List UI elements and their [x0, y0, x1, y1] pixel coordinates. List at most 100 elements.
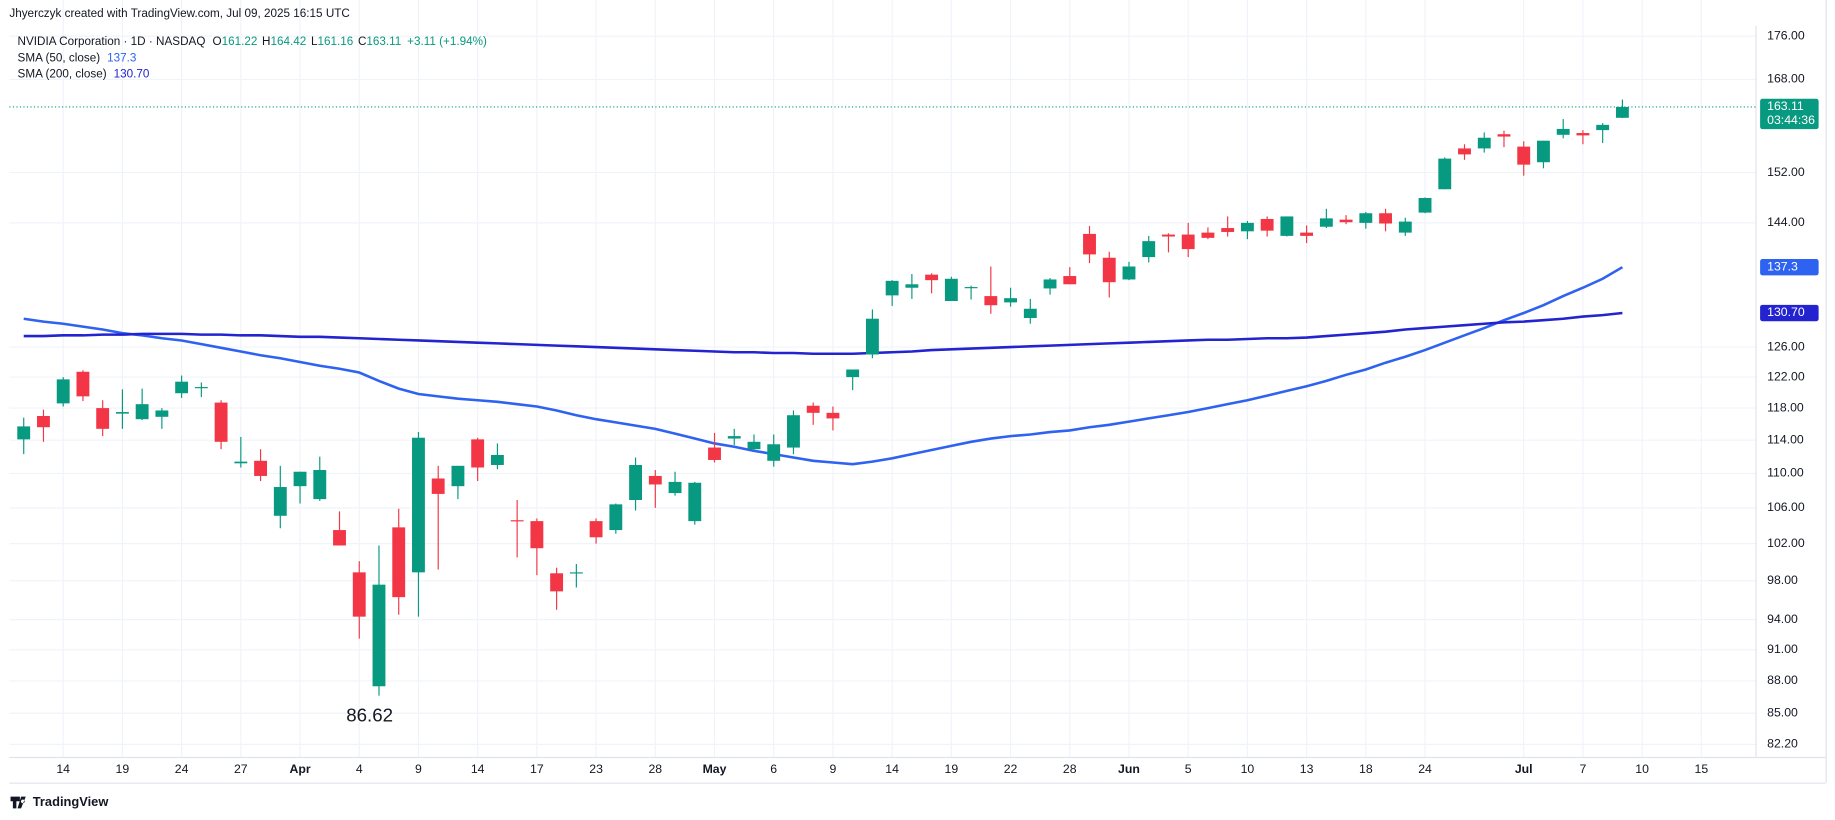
- candle-body: [234, 461, 248, 464]
- x-tick-label: 14: [56, 762, 70, 776]
- candle-body: [846, 369, 860, 378]
- y-tick-label: 82.20: [1767, 737, 1798, 751]
- candle-body: [1319, 218, 1333, 227]
- candle-body: [1162, 234, 1175, 237]
- y-tick-label: 126.00: [1767, 339, 1805, 353]
- x-tick-label: 17: [530, 762, 544, 776]
- candle-body: [1596, 124, 1610, 131]
- x-tick-label: 23: [589, 762, 603, 776]
- sma-value-label: 130.70: [1767, 305, 1805, 319]
- candle-body: [648, 475, 662, 485]
- candle-body: [1497, 134, 1511, 137]
- candle-body: [1023, 308, 1037, 319]
- y-tick-label: 98.00: [1767, 573, 1798, 587]
- x-tick-label: May: [703, 762, 727, 776]
- x-tick-label: 10: [1635, 762, 1649, 776]
- candle-body: [668, 481, 682, 494]
- candle-body: [135, 404, 149, 420]
- legend-sma200-name: SMA (200, close): [18, 68, 107, 81]
- candle-body: [214, 402, 228, 442]
- candle-body: [1339, 219, 1353, 223]
- low-annotation: 86.62: [346, 705, 393, 726]
- x-tick-label: 28: [1063, 762, 1077, 776]
- sma-line: [23, 311, 1623, 356]
- x-tick-label: 14: [471, 762, 485, 776]
- y-tick-label: 85.00: [1767, 705, 1798, 719]
- logo-icon: [10, 796, 26, 809]
- y-tick-label: 91.00: [1767, 642, 1798, 656]
- candle-body: [352, 572, 366, 617]
- candle-body: [806, 405, 820, 413]
- legend-h: H: [262, 35, 270, 48]
- x-tick-label: 9: [415, 762, 422, 776]
- candle-body: [490, 454, 504, 465]
- candle-body: [17, 426, 31, 440]
- legend-ohlc: NVIDIA Corporation · 1D · NASDAQ O161.22 H…: [18, 35, 488, 48]
- y-tick-label: 110.00: [1767, 466, 1804, 480]
- candle-body: [1398, 221, 1412, 233]
- legend-high: 164.42: [270, 35, 306, 48]
- sma-value-label: 137.3: [1767, 259, 1798, 273]
- candle-body: [313, 470, 327, 500]
- legend-change: +3.11 (+1.94%): [407, 35, 487, 48]
- candle-body: [471, 439, 485, 468]
- candle-body: [1458, 148, 1471, 155]
- y-tick-label: 106.00: [1767, 500, 1805, 514]
- plot: [9, 99, 1756, 696]
- candle-body: [708, 447, 721, 460]
- candle-body: [37, 416, 50, 428]
- candle-body: [1438, 158, 1452, 190]
- candle-body: [944, 278, 958, 301]
- candle-body: [1043, 279, 1057, 289]
- x-tick-label: 28: [648, 762, 662, 776]
- y-tick-label: 122.00: [1767, 369, 1805, 383]
- x-tick-label: 15: [1695, 762, 1709, 776]
- candle-body: [1221, 228, 1235, 232]
- candle-body: [530, 521, 544, 549]
- x-tick-label: 19: [116, 762, 130, 776]
- x-tick-label: Jul: [1515, 762, 1533, 776]
- y-tick-label: 118.00: [1767, 400, 1804, 414]
- candle-body: [589, 521, 603, 538]
- legend-low: 161.16: [317, 35, 353, 48]
- legend-o: O: [212, 35, 221, 48]
- legend-sma50-name: SMA (50, close): [18, 52, 101, 65]
- legend-c: C: [358, 35, 366, 48]
- candle-body: [254, 460, 268, 476]
- candle-body: [1260, 219, 1274, 231]
- candle-body: [964, 287, 978, 289]
- candle-body: [905, 284, 919, 288]
- candle-body: [1201, 232, 1215, 238]
- y-tick-label: 114.00: [1767, 432, 1804, 446]
- countdown-label: 03:44:36: [1767, 113, 1815, 127]
- footer-brand[interactable]: TradingView: [33, 794, 110, 809]
- candle-body: [392, 527, 406, 598]
- x-tick-label: Jun: [1118, 762, 1140, 776]
- x-tick-label: 14: [885, 762, 899, 776]
- sma-line: [23, 266, 1624, 466]
- x-tick-label: 7: [1580, 762, 1587, 776]
- candle-body: [826, 412, 840, 419]
- x-tick-label: 6: [770, 762, 777, 776]
- x-tick-label: 24: [1418, 762, 1432, 776]
- candle-body: [569, 572, 583, 574]
- candle-body: [1477, 137, 1491, 149]
- last-price-box: [1760, 98, 1819, 130]
- y-tick-label: 102.00: [1767, 536, 1805, 550]
- candle-body: [1537, 140, 1550, 163]
- x-tick-label: 18: [1359, 762, 1373, 776]
- legend-sma200-value: 130.70: [114, 68, 150, 81]
- y-tick-label: 176.00: [1767, 28, 1805, 42]
- candle-body: [885, 280, 899, 296]
- candle-body: [1240, 222, 1254, 232]
- candle-body: [115, 412, 129, 414]
- candle-body: [96, 408, 110, 429]
- candle-body: [1359, 213, 1373, 223]
- candle-body: [333, 530, 346, 546]
- candle-body: [984, 296, 998, 306]
- candle-body: [1418, 198, 1432, 213]
- legend-sma200: SMA (200, close) 130.70: [18, 68, 150, 81]
- candle-body: [1004, 298, 1018, 303]
- candle-body: [1379, 213, 1392, 224]
